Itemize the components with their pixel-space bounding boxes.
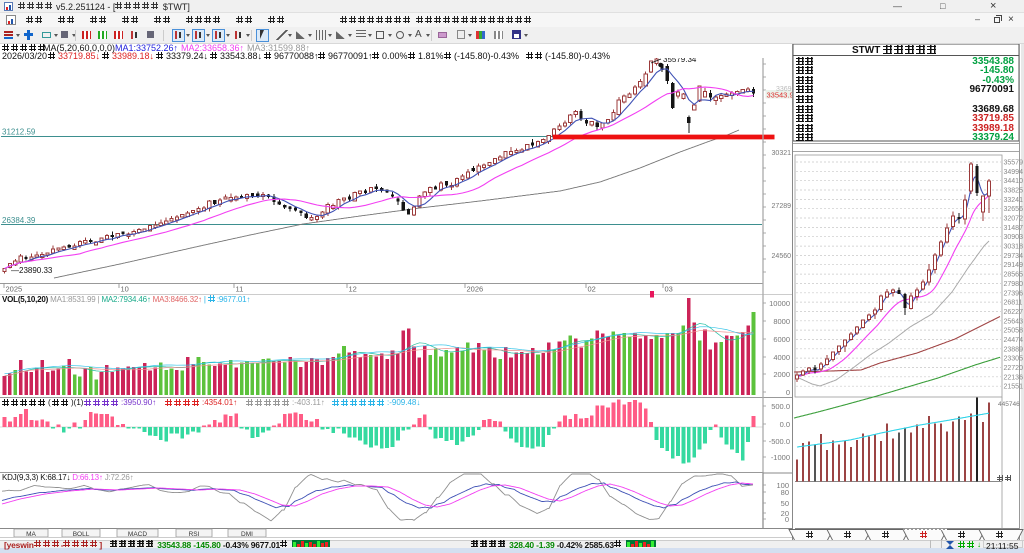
svg-text:100: 100 [776, 481, 789, 490]
svg-text:6000: 6000 [773, 335, 790, 344]
svg-text:4000: 4000 [773, 353, 790, 362]
svg-text:12: 12 [349, 285, 357, 294]
svg-text:30903: 30903 [1004, 234, 1024, 241]
svg-text:0: 0 [786, 388, 790, 397]
svg-text:31487: 31487 [1004, 225, 1024, 232]
svg-text:32072: 32072 [1004, 216, 1024, 223]
svg-text:26384.39: 26384.39 [2, 216, 36, 225]
svg-text:10: 10 [121, 285, 129, 294]
svg-text:DMI: DMI [241, 531, 253, 538]
svg-text:BOLL: BOLL [73, 531, 90, 538]
svg-text:26227: 26227 [1004, 309, 1024, 316]
svg-text:80: 80 [781, 488, 789, 497]
svg-text:26811: 26811 [1004, 300, 1023, 307]
svg-text:21551: 21551 [1004, 384, 1024, 391]
svg-text:2000: 2000 [773, 370, 790, 379]
svg-text:50: 50 [781, 499, 789, 508]
svg-text:RSI: RSI [189, 531, 200, 538]
svg-text:MACD: MACD [128, 531, 147, 538]
svg-text:33690: 33690 [776, 86, 793, 93]
svg-text:25643: 25643 [1004, 318, 1024, 325]
svg-text:23305: 23305 [1004, 356, 1024, 363]
svg-text:35579: 35579 [1004, 160, 1024, 167]
svg-text:30318: 30318 [1004, 244, 1024, 251]
svg-text:24474: 24474 [1004, 337, 1024, 344]
svg-text:02: 02 [588, 285, 596, 294]
svg-text:22136: 22136 [1004, 374, 1024, 381]
svg-text:27980: 27980 [1004, 281, 1024, 288]
svg-text:2026: 2026 [467, 285, 484, 294]
svg-text:0: 0 [785, 515, 789, 524]
svg-text:8000: 8000 [773, 317, 790, 326]
svg-text:27396: 27396 [1004, 290, 1024, 297]
svg-text:500.0: 500.0 [771, 402, 790, 411]
svg-text:34994: 34994 [1004, 169, 1024, 176]
svg-text:—23890.33: —23890.33 [11, 266, 53, 275]
svg-text:-1000: -1000 [771, 453, 790, 462]
svg-text:22720: 22720 [1004, 365, 1024, 372]
svg-text:03: 03 [665, 285, 673, 294]
svg-text:0.0: 0.0 [780, 420, 790, 429]
svg-text:28565: 28565 [1004, 272, 1024, 279]
svg-text:35579.34: 35579.34 [663, 58, 697, 64]
svg-text:32656: 32656 [1004, 206, 1024, 213]
svg-text:29734: 29734 [1004, 253, 1024, 260]
svg-text:11: 11 [236, 285, 244, 294]
svg-text:33241: 33241 [1004, 197, 1024, 204]
svg-text:24560: 24560 [772, 253, 792, 260]
svg-text:-500.0: -500.0 [769, 437, 790, 446]
svg-text:31212.59: 31212.59 [2, 128, 36, 137]
svg-text:445746: 445746 [998, 401, 1020, 408]
svg-text:25058: 25058 [1004, 328, 1024, 335]
svg-text:30321: 30321 [772, 150, 792, 157]
svg-text:33825: 33825 [1004, 188, 1024, 195]
svg-text:33543.9: 33543.9 [767, 91, 794, 100]
svg-text:10000: 10000 [769, 299, 790, 308]
svg-text:34410: 34410 [1004, 178, 1024, 185]
svg-text:20: 20 [781, 509, 789, 518]
svg-text:29149: 29149 [1004, 262, 1024, 269]
svg-text:23889: 23889 [1004, 346, 1024, 353]
svg-text:27289: 27289 [772, 203, 792, 210]
svg-text:2025: 2025 [6, 285, 23, 294]
svg-text:MA: MA [26, 531, 36, 538]
